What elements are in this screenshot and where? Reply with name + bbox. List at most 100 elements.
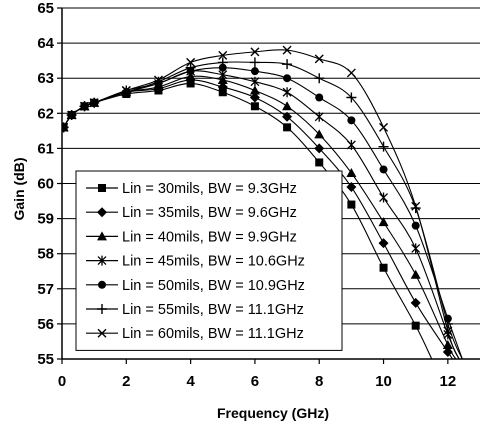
data-point — [315, 158, 324, 167]
data-point — [249, 85, 260, 95]
data-point — [121, 85, 131, 95]
data-point — [218, 88, 227, 97]
data-point — [315, 93, 324, 102]
data-point — [186, 57, 196, 67]
data-point — [185, 62, 196, 73]
legend-item: Lin = 55mils, BW = 11.1GHz — [86, 302, 304, 318]
x-axis-title: Frequency (GHz) — [217, 405, 329, 421]
data-point — [378, 217, 389, 227]
y-tick-label: 62 — [37, 105, 54, 122]
data-point — [379, 192, 388, 203]
data-point — [282, 59, 293, 70]
series-line — [63, 49, 460, 359]
legend-marker — [98, 184, 106, 192]
legend-marker — [97, 207, 107, 218]
y-tick-label: 56 — [37, 316, 54, 333]
y-tick-label: 63 — [37, 70, 54, 87]
data-point — [283, 123, 292, 132]
data-point — [346, 182, 357, 193]
data-point — [411, 221, 420, 230]
legend: Lin = 30mils, BW = 9.3GHz Lin = 35mils, B… — [75, 170, 343, 351]
data-point — [217, 81, 228, 92]
x-tick-label: 12 — [440, 373, 457, 390]
data-point — [250, 76, 260, 87]
data-point — [379, 165, 388, 174]
legend-label: Lin = 55mils, BW = 11.1GHz — [122, 302, 304, 318]
y-tick-label: 65 — [37, 0, 54, 17]
data-point — [249, 92, 260, 103]
legend-label: Lin = 30mils, BW = 9.3GHz — [122, 181, 297, 197]
x-tick-label: 10 — [375, 373, 392, 390]
data-point — [218, 63, 227, 72]
legend-marker — [97, 231, 107, 241]
legend-item: Lin = 45mils, BW = 10.6GHz — [86, 254, 305, 270]
data-point — [442, 318, 453, 329]
data-point — [282, 87, 292, 98]
data-point — [282, 45, 292, 55]
x-tick-label: 8 — [315, 373, 323, 390]
data-point — [378, 238, 389, 249]
data-point — [218, 50, 228, 60]
legend-label: Lin = 50mils, BW = 10.9GHz — [122, 278, 305, 294]
y-tick-label: 61 — [37, 140, 54, 157]
data-point — [314, 143, 325, 154]
legend-marker — [97, 255, 107, 266]
data-point — [67, 110, 77, 120]
data-point — [217, 57, 228, 68]
data-point — [282, 111, 293, 122]
x-tick-label: 0 — [58, 373, 66, 390]
data-point — [378, 141, 389, 152]
data-point — [379, 122, 389, 132]
legend-item: Lin = 35mils, BW = 9.6GHz — [86, 205, 297, 221]
y-tick-label: 64 — [37, 35, 54, 52]
legend-marker — [97, 304, 107, 314]
legend-label: Lin = 40mils, BW = 9.9GHz — [122, 229, 297, 245]
data-point — [347, 200, 356, 209]
data-point — [153, 75, 163, 85]
data-point — [346, 92, 357, 103]
data-point — [314, 129, 325, 139]
legend-label: Lin = 35mils, BW = 9.6GHz — [122, 205, 297, 221]
y-tick-label: 58 — [37, 246, 54, 263]
legend-marker — [98, 280, 106, 289]
y-tick-label: 57 — [37, 281, 54, 298]
legend-item: Lin = 30mils, BW = 9.3GHz — [86, 181, 297, 197]
y-tick-label: 55 — [37, 351, 54, 368]
data-point — [347, 116, 356, 125]
data-point — [410, 297, 421, 308]
legend-label: Lin = 45mils, BW = 10.6GHz — [122, 254, 305, 270]
data-point — [411, 321, 420, 330]
data-point — [250, 67, 259, 76]
data-point — [249, 57, 260, 68]
data-point — [443, 326, 453, 336]
data-point — [379, 263, 388, 272]
y-tick-label: 60 — [37, 176, 54, 193]
x-tick-label: 2 — [122, 373, 130, 390]
legend-item: Lin = 60mils, BW = 11.1GHz — [86, 326, 304, 342]
data-point — [314, 54, 324, 64]
x-tick-label: 4 — [186, 373, 195, 390]
data-point — [89, 98, 99, 108]
legend-box — [75, 170, 343, 351]
data-point — [411, 243, 421, 254]
data-point — [62, 122, 69, 132]
data-point — [283, 74, 292, 83]
data-point — [250, 47, 260, 57]
y-axis-title: Gain (dB) — [11, 158, 27, 221]
legend-item: Lin = 50mils, BW = 10.9GHz — [86, 278, 305, 294]
y-tick-label: 59 — [37, 211, 54, 228]
series-7 — [62, 45, 460, 359]
legend-item: Lin = 40mils, BW = 9.9GHz — [86, 229, 297, 245]
x-tick-labels: 0 2 4 6 8 10 12 — [58, 359, 456, 390]
data-point — [314, 111, 324, 122]
data-point — [442, 339, 453, 349]
data-point — [282, 101, 293, 111]
data-point — [410, 269, 421, 279]
y-tick-labels: 55 56 57 58 59 60 61 62 63 64 65 — [37, 0, 62, 368]
legend-marker — [97, 328, 107, 338]
data-point — [411, 201, 421, 211]
plot-series — [62, 45, 463, 359]
data-point — [346, 167, 357, 177]
data-point — [346, 139, 356, 150]
